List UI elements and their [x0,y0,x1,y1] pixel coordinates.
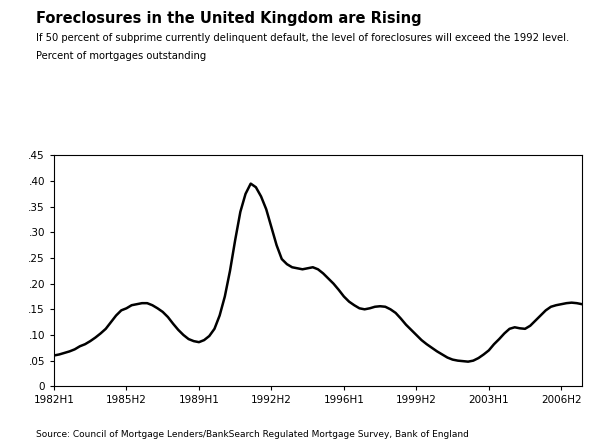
Text: Foreclosures in the United Kingdom are Rising: Foreclosures in the United Kingdom are R… [36,11,422,26]
Text: Source: Council of Mortgage Lenders/BankSearch Regulated Mortgage Survey, Bank o: Source: Council of Mortgage Lenders/Bank… [36,430,469,439]
Text: Percent of mortgages outstanding: Percent of mortgages outstanding [36,51,206,61]
Text: If 50 percent of subprime currently delinquent default, the level of foreclosure: If 50 percent of subprime currently deli… [36,33,569,44]
